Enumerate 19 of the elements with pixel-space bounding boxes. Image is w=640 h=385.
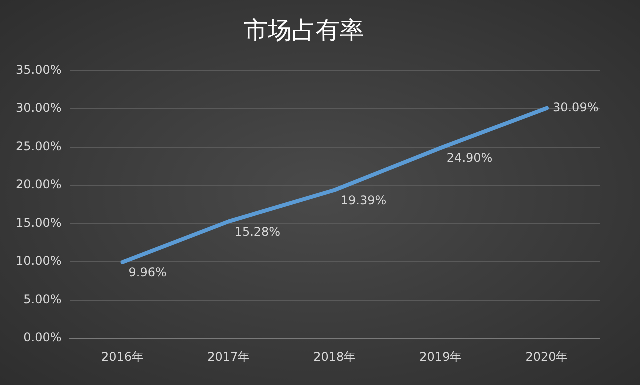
y-tick-label: 35.00%: [16, 62, 62, 77]
data-label: 9.96%: [128, 266, 167, 280]
x-tick-label: 2017年: [208, 350, 250, 364]
y-tick-label: 15.00%: [16, 216, 62, 230]
data-label: 15.28%: [234, 224, 281, 239]
y-tick-label: 5.00%: [24, 292, 62, 306]
data-label: 19.39%: [340, 193, 387, 208]
x-tick-label: 2018年: [314, 350, 356, 364]
x-tick-label: 2019年: [420, 350, 462, 364]
y-tick-label: 0.00%: [24, 330, 62, 345]
x-tick-label: 2016年: [102, 350, 144, 364]
y-tick-label: 25.00%: [16, 139, 62, 154]
x-tick-label: 2020年: [526, 350, 568, 364]
chart-title: 市场占有率: [244, 16, 364, 45]
y-tick-label: 10.00%: [16, 254, 62, 268]
data-label: 30.09%: [552, 100, 599, 114]
y-tick-label: 30.00%: [16, 101, 62, 116]
y-tick-label: 20.00%: [16, 178, 62, 192]
data-label: 24.90%: [446, 151, 493, 166]
